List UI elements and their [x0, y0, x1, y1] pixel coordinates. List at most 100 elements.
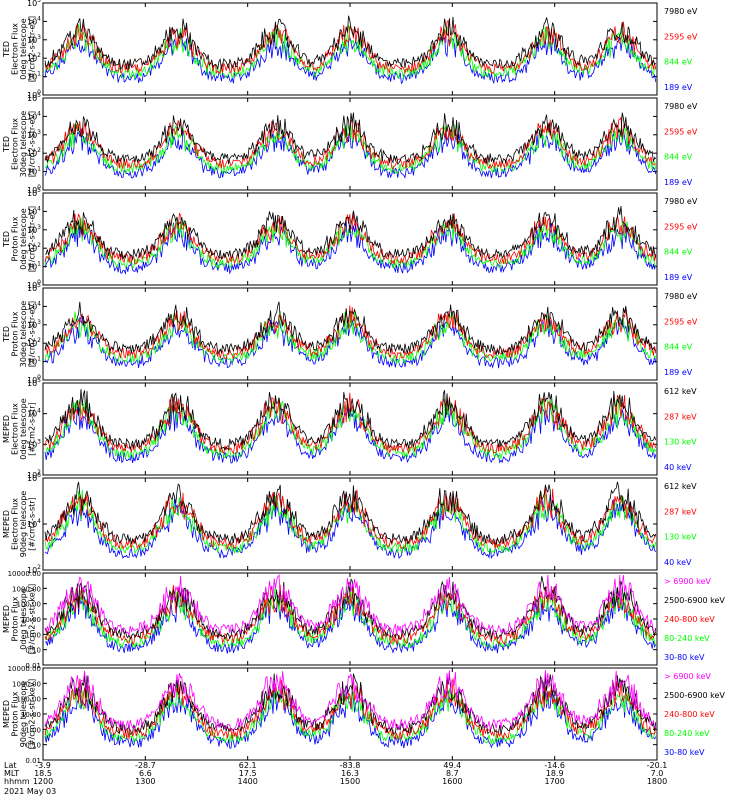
y-tick-label: 105: [27, 377, 41, 388]
y-tick-label: 103: [27, 438, 41, 449]
panel-5: 102 103 104 105 MEPEDElectron Flux0deg teles…: [2, 377, 697, 480]
y-tick-label: 1000.00: [12, 585, 41, 593]
legend-entry: 189 eV: [664, 273, 693, 282]
footer-value: 6.6: [139, 769, 152, 778]
footer-value: 1200: [33, 777, 53, 786]
trace-group: [44, 15, 656, 85]
y-tick-label: 104: [27, 110, 41, 121]
y-axis-label: MEPEDElectron Flux90deg telescope[#/cm2-…: [2, 491, 37, 558]
trace-group: [44, 481, 656, 560]
panel-7: 0.01 0.10 1.00 10.00 100.00 1000.00 10000.00 ME…: [2, 570, 725, 670]
footer-value: 1300: [135, 777, 155, 786]
y-tick-label: 104: [27, 518, 41, 529]
series-trace: [44, 493, 656, 560]
y-axis-label: TEDElectron Flux0deg telescope[#/cm2-s-s…: [2, 16, 37, 82]
footer-row-label: Lat: [4, 761, 17, 770]
legend-entry: 2500-6900 keV: [664, 596, 725, 605]
panel-6: 102 104 106 MEPEDElectron Flux90deg telesco…: [2, 472, 697, 575]
y-tick-label: 102: [27, 147, 41, 158]
panel-8: 0.01 0.10 1.00 10.00 100.00 1000.00 10000.00 ME…: [2, 665, 725, 765]
footer-axis-labels: Lat -3.9 -28.7 62.1 -83.8 49.4 -14.6 -20.1 MLT 18…: [4, 761, 667, 796]
legend-entry: 287 keV: [664, 412, 697, 421]
legend-entry: 189 eV: [664, 368, 693, 377]
legend-entry: > 6900 keV: [664, 577, 711, 586]
y-tick-label: 106: [27, 472, 41, 483]
y-tick-label: 100: [27, 374, 41, 385]
y-axis-label: TEDProton Flux30deg telescope[#/cm2-s-st…: [2, 301, 37, 368]
footer-date: 2021 May 03: [4, 787, 56, 796]
y-axis-label: MEPEDElectron Flux0deg telescope[#/cm2-s…: [2, 398, 37, 459]
y-tick-label: 101: [27, 71, 41, 82]
legend-entry: 7980 eV: [664, 7, 698, 16]
legend-entry: 844 eV: [664, 153, 693, 162]
legend-entry: 130 keV: [664, 533, 697, 542]
panel-2: 100 101 102 103 104 105 TEDElectron Flux30deg …: [2, 92, 698, 195]
y-tick-label: 100.00: [17, 601, 42, 609]
footer-value: 1600: [442, 777, 462, 786]
series-trace: [44, 584, 656, 645]
footer-value: -28.7: [135, 761, 156, 770]
legend-entry: 30-80 keV: [664, 653, 705, 662]
legend-entry: 189 eV: [664, 83, 693, 92]
footer-row-label: MLT: [4, 769, 19, 778]
y-tick-label: 0.10: [25, 647, 41, 655]
legend-entry: 844 eV: [664, 58, 693, 67]
panel-1: 100 101 102 103 104 105 TEDElectron Flux0deg t…: [2, 0, 698, 100]
trace-group: [44, 205, 656, 275]
y-tick-label: 105: [27, 92, 41, 103]
legend-entry: 40 keV: [664, 558, 692, 567]
y-axis-label: MEPEDProton Flux90deg telescope[#/cm2-s-…: [2, 679, 37, 750]
y-tick-label: 10.00: [21, 616, 41, 624]
y-tick-label: 104: [27, 15, 41, 26]
footer-value: 62.1: [239, 761, 257, 770]
y-tick-label: 105: [27, 282, 41, 293]
trace-group: [44, 389, 656, 464]
footer-value: -3.9: [35, 761, 51, 770]
y-tick-label: 1.00: [25, 631, 41, 639]
footer-value: 1800: [647, 777, 667, 786]
footer-value: -20.1: [647, 761, 668, 770]
legend-entry: > 6900 keV: [664, 672, 711, 681]
y-tick-label: 101: [27, 261, 41, 272]
series-trace: [44, 212, 656, 266]
legend-entry: 287 keV: [664, 507, 697, 516]
legend-entry: 2595 eV: [664, 317, 698, 326]
y-tick-label: 102: [27, 242, 41, 253]
legend-entry: 7980 eV: [664, 292, 698, 301]
y-tick-label: 102: [27, 52, 41, 63]
footer-value: 18.5: [34, 769, 52, 778]
y-tick-label: 100.00: [17, 696, 42, 704]
y-tick-label: 100: [27, 184, 41, 195]
series-trace: [44, 481, 656, 546]
y-tick-label: 10.00: [21, 711, 41, 719]
series-trace: [44, 220, 656, 275]
legend-entry: 612 keV: [664, 387, 697, 396]
series-trace: [44, 31, 656, 85]
series-trace: [44, 392, 656, 455]
legend-entry: 2595 eV: [664, 32, 698, 41]
y-axis-label: MEPEDProton Flux0deg telescope[#/cm2-s-s…: [2, 584, 37, 655]
panel-3: 100 101 102 103 104 105 TEDProton Flux0deg tel…: [2, 187, 698, 290]
y-tick-label: 103: [27, 224, 41, 235]
y-axis-label: TEDProton Flux0deg telescope[#/cm2-s-str…: [2, 206, 37, 272]
legend-entry: 844 eV: [664, 248, 693, 257]
y-tick-label: 10000.00: [8, 570, 41, 578]
y-tick-label: 100: [27, 279, 41, 290]
footer-value: 1500: [340, 777, 360, 786]
legend-entry: 40 keV: [664, 463, 692, 472]
series-trace: [44, 15, 656, 71]
y-tick-label: 103: [27, 129, 41, 140]
series-trace: [44, 669, 656, 731]
footer-value: 1700: [544, 777, 564, 786]
series-trace: [44, 583, 656, 650]
series-trace: [44, 574, 656, 637]
legend-entry: 612 keV: [664, 482, 697, 491]
legend-entry: 2595 eV: [664, 127, 698, 136]
trace-group: [44, 669, 656, 749]
y-tick-label: 101: [27, 356, 41, 367]
y-axis-label: TEDElectron Flux30deg telescope[#/cm2-s-…: [2, 111, 37, 178]
y-tick-label: 104: [27, 205, 41, 216]
series-trace: [44, 112, 656, 166]
y-tick-label: 105: [27, 0, 41, 8]
